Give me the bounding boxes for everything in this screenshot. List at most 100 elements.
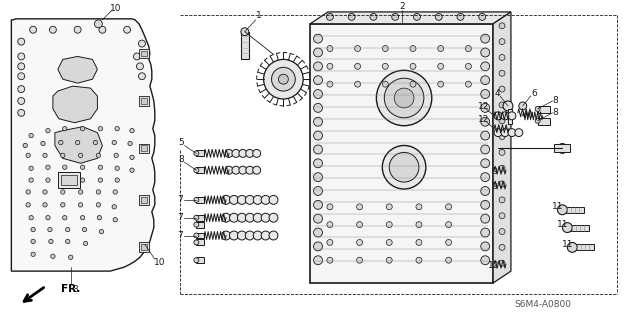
Circle shape (457, 13, 464, 20)
Circle shape (41, 141, 45, 146)
Circle shape (63, 216, 67, 220)
Text: 10: 10 (154, 258, 166, 267)
Circle shape (557, 144, 567, 153)
Circle shape (314, 200, 323, 209)
Circle shape (26, 190, 30, 194)
Circle shape (239, 166, 247, 174)
Circle shape (98, 127, 102, 131)
Circle shape (410, 46, 416, 51)
Circle shape (481, 34, 490, 43)
Circle shape (327, 240, 333, 245)
Circle shape (253, 196, 262, 204)
Circle shape (355, 46, 360, 51)
Circle shape (99, 229, 104, 234)
Circle shape (356, 204, 362, 210)
Circle shape (394, 88, 414, 108)
Circle shape (81, 127, 84, 131)
Circle shape (384, 78, 424, 118)
Circle shape (387, 222, 392, 227)
Circle shape (245, 213, 254, 222)
Circle shape (65, 227, 70, 232)
Circle shape (232, 149, 240, 157)
Circle shape (382, 81, 388, 87)
Circle shape (97, 216, 102, 220)
Circle shape (445, 222, 452, 227)
Circle shape (387, 240, 392, 245)
Circle shape (48, 227, 52, 232)
Text: 7: 7 (178, 231, 184, 240)
Circle shape (327, 257, 333, 263)
Circle shape (314, 145, 323, 154)
Text: 10: 10 (109, 4, 121, 13)
Circle shape (63, 178, 67, 182)
Text: 7: 7 (178, 213, 184, 222)
Circle shape (113, 218, 117, 222)
Bar (196, 222, 204, 227)
Circle shape (481, 62, 490, 71)
Circle shape (481, 173, 490, 182)
Circle shape (246, 166, 253, 174)
Bar (139, 242, 149, 252)
Polygon shape (493, 12, 511, 283)
Circle shape (253, 231, 262, 240)
Circle shape (261, 196, 270, 204)
Circle shape (499, 134, 505, 139)
Circle shape (438, 46, 444, 51)
Circle shape (438, 63, 444, 69)
Circle shape (65, 239, 70, 244)
Text: 8: 8 (552, 96, 558, 106)
Circle shape (481, 90, 490, 99)
Circle shape (230, 213, 238, 222)
Circle shape (49, 239, 53, 244)
Circle shape (130, 129, 134, 133)
Circle shape (278, 74, 289, 84)
Circle shape (230, 196, 238, 204)
Circle shape (535, 107, 540, 111)
Circle shape (314, 117, 323, 126)
Circle shape (481, 242, 490, 251)
Circle shape (499, 86, 505, 92)
Circle shape (314, 159, 323, 168)
Circle shape (245, 196, 254, 204)
Circle shape (63, 127, 67, 131)
Circle shape (387, 257, 392, 263)
Circle shape (43, 203, 47, 207)
Circle shape (314, 228, 323, 237)
Circle shape (61, 190, 65, 194)
Circle shape (68, 255, 73, 259)
Circle shape (112, 140, 116, 145)
Circle shape (29, 26, 36, 33)
Text: 12: 12 (477, 115, 489, 124)
Circle shape (370, 13, 377, 20)
Circle shape (79, 203, 83, 207)
Circle shape (327, 81, 333, 87)
Circle shape (136, 63, 143, 70)
Bar (310, 24, 493, 283)
Bar (61, 175, 77, 185)
Circle shape (96, 190, 100, 194)
Bar (538, 118, 550, 125)
Circle shape (245, 231, 254, 240)
Circle shape (508, 112, 516, 120)
Circle shape (479, 13, 486, 20)
Bar (141, 244, 147, 250)
Bar (139, 144, 149, 153)
Circle shape (230, 231, 238, 240)
Circle shape (481, 103, 490, 112)
Circle shape (237, 213, 246, 222)
Circle shape (59, 140, 63, 145)
Circle shape (494, 112, 502, 120)
Circle shape (481, 117, 490, 126)
Circle shape (376, 70, 432, 126)
Circle shape (416, 257, 422, 263)
Circle shape (382, 46, 388, 51)
Circle shape (194, 258, 199, 263)
Circle shape (63, 165, 67, 169)
Circle shape (438, 81, 444, 87)
Circle shape (382, 145, 426, 189)
Circle shape (515, 129, 523, 137)
Circle shape (96, 203, 100, 207)
Text: 12: 12 (488, 261, 500, 270)
Bar (567, 225, 589, 231)
Circle shape (327, 46, 333, 51)
